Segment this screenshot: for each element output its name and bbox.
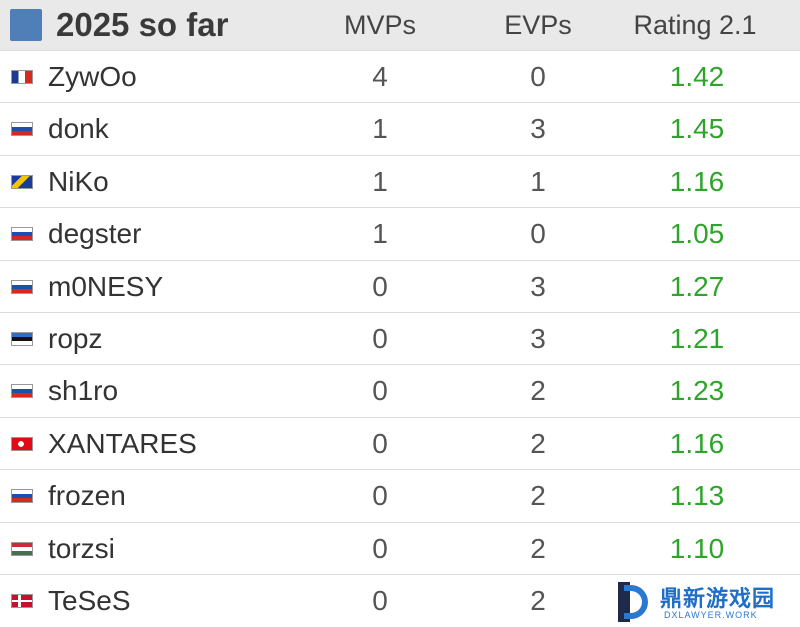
evp-cell: 2 xyxy=(530,375,546,407)
rating-cell: 1.21 xyxy=(669,323,725,354)
evp-cell: 0 xyxy=(530,61,546,92)
evp-cell: 0 xyxy=(530,218,546,250)
table-row: degster 1 0 1.05 xyxy=(0,207,800,260)
flag-icon xyxy=(11,227,33,242)
table-row: XANTARES 0 2 1.16 xyxy=(0,416,800,470)
flag-icon xyxy=(11,332,33,346)
watermark-logo xyxy=(624,585,648,619)
table-header: 2025 so far MVPs EVPs Rating 2.1 xyxy=(0,0,800,50)
table-row: m0NESY 0 3 1.27 xyxy=(0,259,800,313)
player-name: degster xyxy=(48,218,142,250)
rating-cell: 1.23 xyxy=(669,375,725,407)
rating-cell: 1.10 xyxy=(669,532,725,564)
mvp-cell: 1 xyxy=(372,113,388,145)
table-row: torzsi 0 2 1.10 xyxy=(0,521,800,575)
column-header: Rating 2.1 xyxy=(633,10,757,40)
flag-icon xyxy=(11,541,33,556)
rating-cell: 1.42 xyxy=(669,61,725,92)
watermark: 鼎新游戏园 DXLAWYER.WORK xyxy=(600,577,800,626)
rating-cell: 1.16 xyxy=(669,427,725,459)
watermark-site: DXLAWYER.WORK xyxy=(664,610,758,620)
rating-cell: 1.13 xyxy=(669,480,725,512)
table-row: sh1ro 0 2 1.23 xyxy=(0,364,800,417)
player-name: ZywOo xyxy=(48,61,137,92)
flag-icon xyxy=(11,436,33,451)
table-row: frozen 0 2 1.13 xyxy=(0,469,800,522)
table-row: donk 1 3 1.45 xyxy=(0,102,800,155)
rating-cell: 1.27 xyxy=(669,270,725,302)
player-name: NiKo xyxy=(48,165,109,197)
mvp-cell: 0 xyxy=(372,375,388,407)
mvp-cell: 0 xyxy=(372,427,388,459)
rating-cell: 1.05 xyxy=(669,218,725,250)
player-name: m0NESY xyxy=(48,270,164,302)
mvp-cell: 0 xyxy=(372,270,388,302)
player-name: sh1ro xyxy=(48,375,119,407)
mvp-cell: 0 xyxy=(372,585,388,616)
mvp-cell: 0 xyxy=(372,532,388,564)
evp-cell: 1 xyxy=(530,165,546,197)
flag-icon xyxy=(11,489,33,504)
flag-icon xyxy=(11,279,33,294)
table-row: ropz 0 3 1.21 xyxy=(0,312,800,365)
flag-icon xyxy=(11,384,33,399)
evp-cell: 2 xyxy=(530,532,546,564)
mvp-cell: 1 xyxy=(372,218,388,250)
rating-cell: 1.16 xyxy=(669,165,725,197)
player-name: torzsi xyxy=(48,532,115,564)
evp-cell: 3 xyxy=(530,270,546,302)
column-header: EVPs xyxy=(504,10,572,40)
mvp-cell: 0 xyxy=(372,480,388,512)
player-name: donk xyxy=(48,113,109,145)
evp-cell: 2 xyxy=(530,480,546,512)
evp-cell: 2 xyxy=(530,427,546,459)
header-title: 2025 so far xyxy=(56,6,229,43)
evp-cell: 3 xyxy=(530,323,546,354)
column-header: MVPs xyxy=(343,10,416,40)
player-name: XANTARES xyxy=(48,427,197,459)
table-row: NiKo 1 1 1.16 xyxy=(0,154,800,208)
evp-cell: 3 xyxy=(530,113,546,145)
mvp-cell: 1 xyxy=(372,165,388,197)
table-row: ZywOo 4 0 1.42 xyxy=(0,50,800,103)
evp-cell: 2 xyxy=(530,585,546,616)
player-name: ropz xyxy=(48,323,103,354)
player-name: frozen xyxy=(48,480,126,512)
watermark-name: 鼎新游戏园 xyxy=(660,587,776,612)
flag-icon xyxy=(11,122,33,137)
flag-icon xyxy=(11,174,33,189)
rating-cell: 1.45 xyxy=(669,113,725,145)
player-name: TeSeS xyxy=(48,585,131,616)
mvp-cell: 0 xyxy=(372,323,388,354)
header-icon xyxy=(10,9,42,41)
flag-icon xyxy=(11,70,33,84)
mvp-cell: 4 xyxy=(372,61,388,92)
flag-icon xyxy=(11,594,33,608)
